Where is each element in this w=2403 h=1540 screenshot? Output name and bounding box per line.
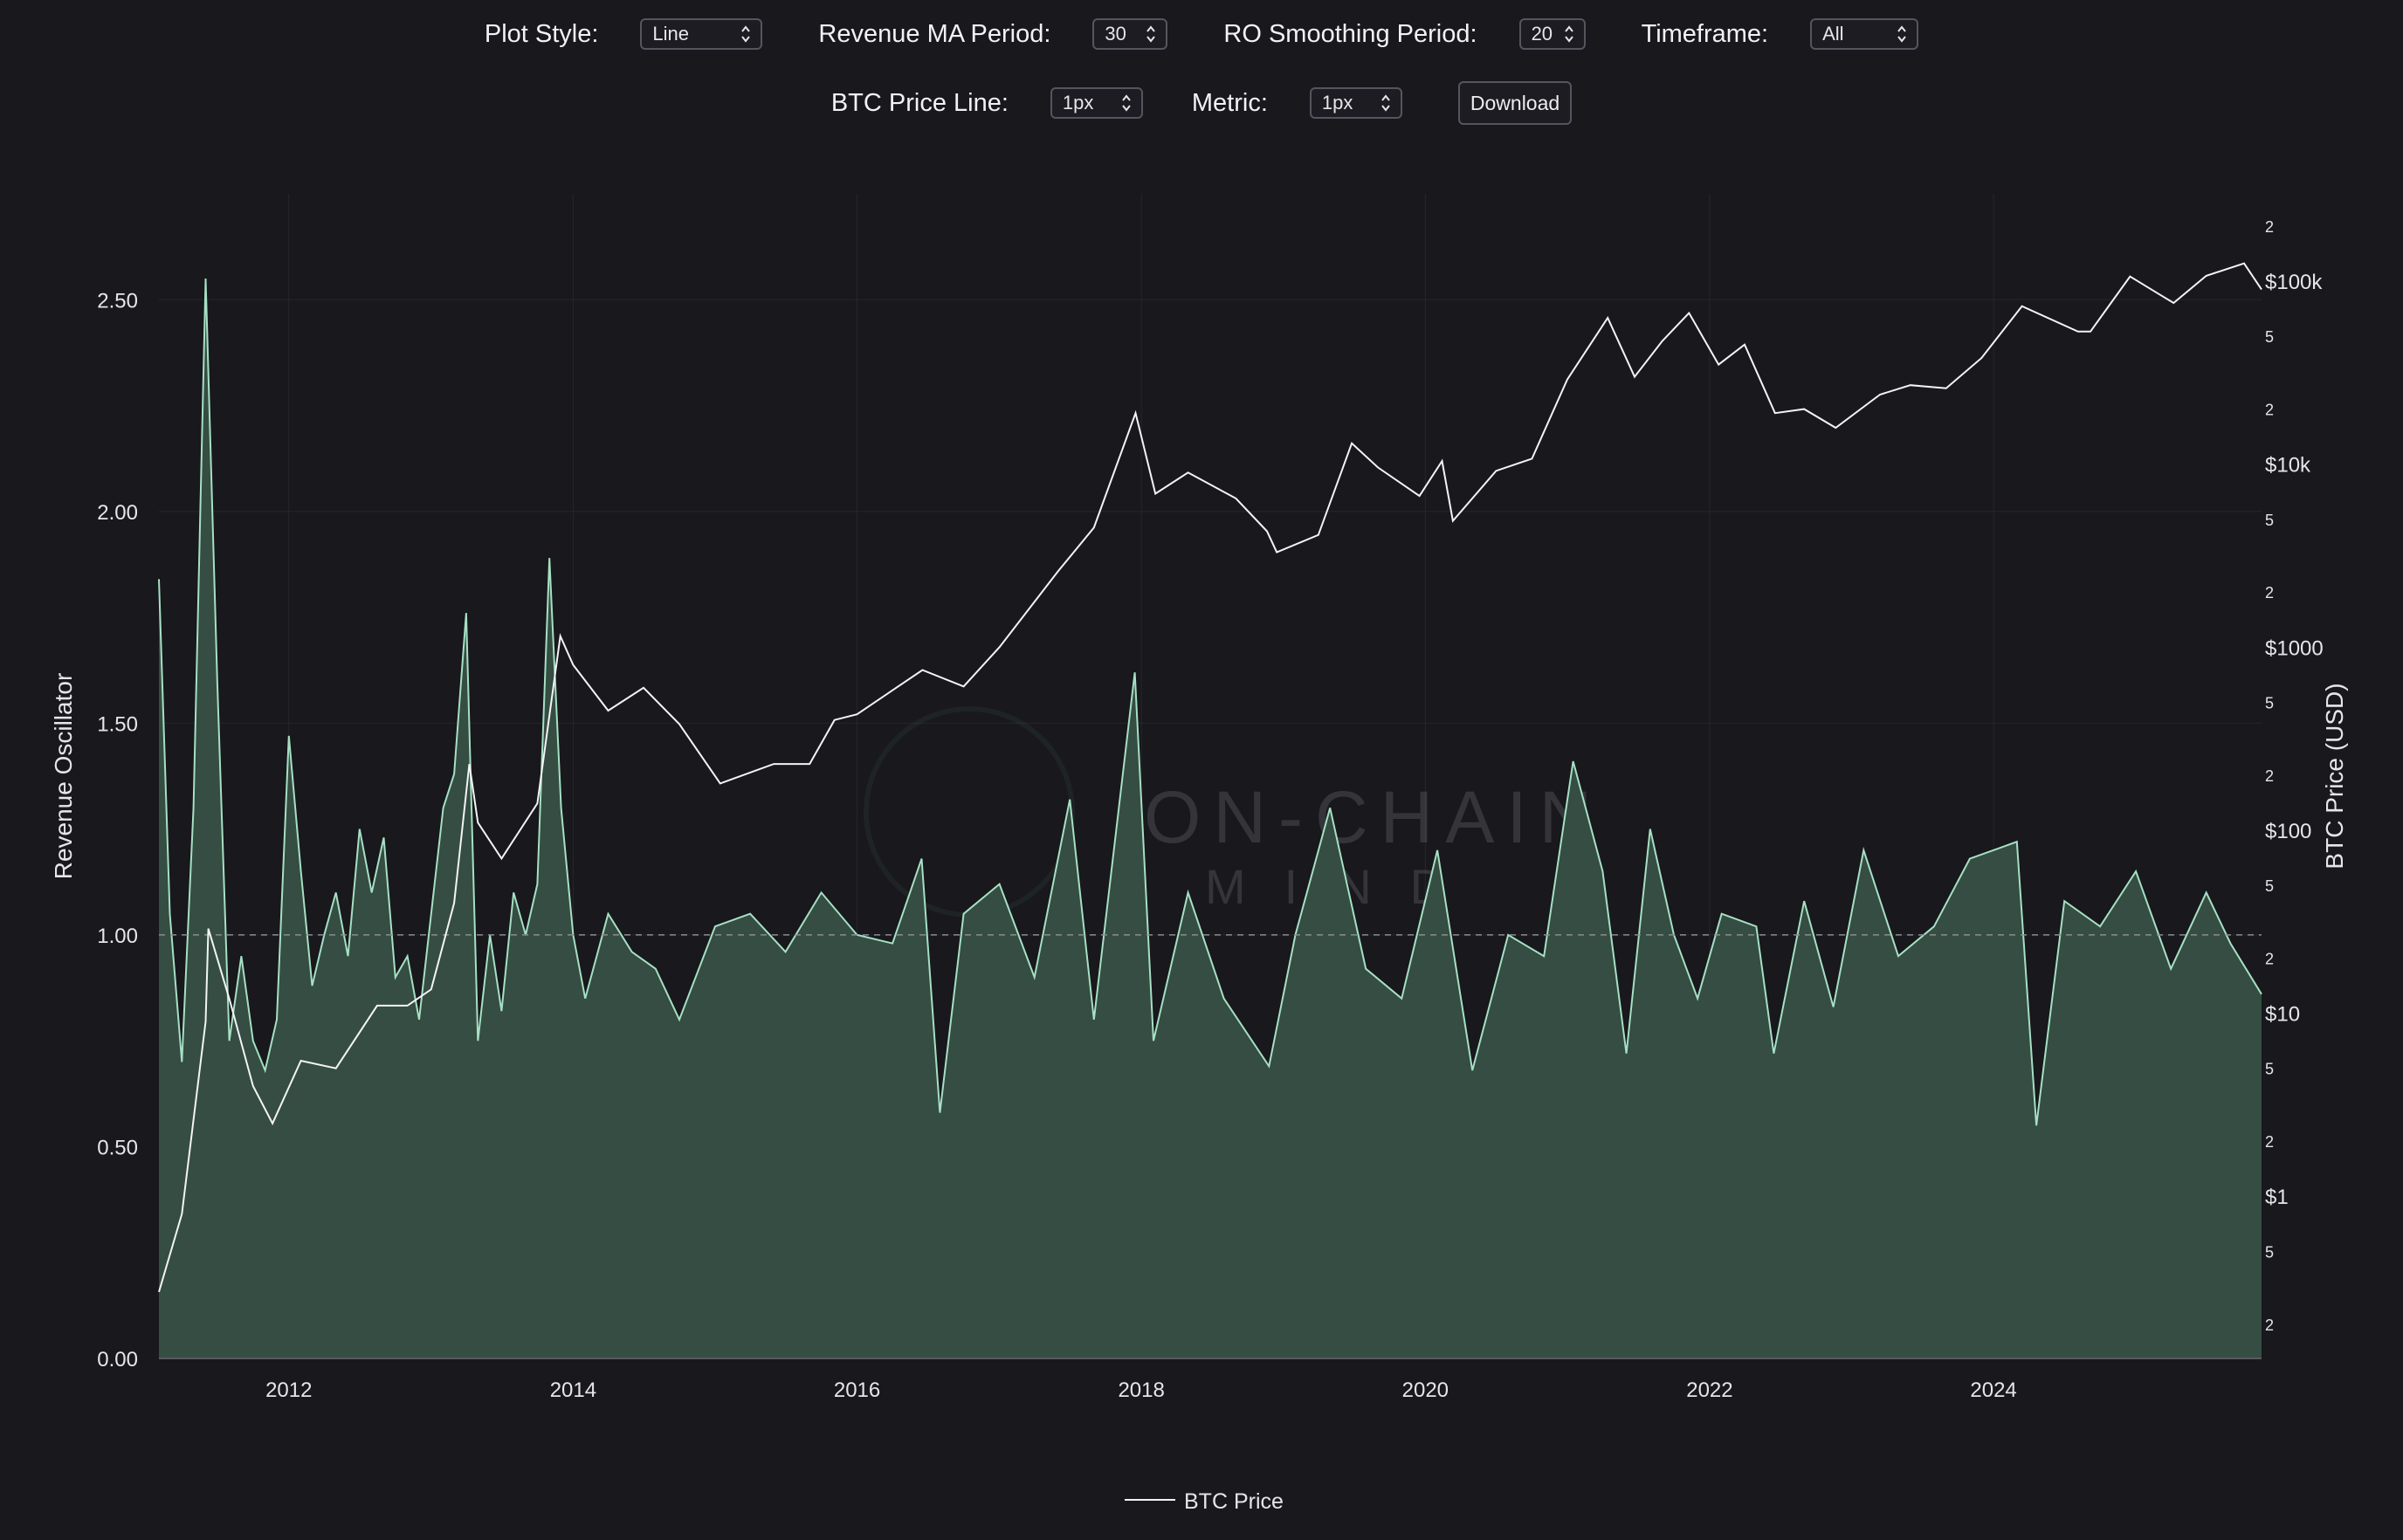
timeframe-select[interactable]: All (1810, 18, 1919, 50)
chevron-up-down-icon (1381, 94, 1390, 112)
y-right-minor-tick-label: 2 (2265, 584, 2274, 602)
y-right-tick-label: $10k (2265, 454, 2311, 478)
axes: 0.00 0.50 1.00 1.50 2.00 2.50 2012 2014 2016 2018… (50, 218, 2348, 1402)
y-right-minor-tick-label: 5 (2265, 328, 2274, 346)
btc-price-line-value: 1px (1062, 92, 1094, 113)
oscillator-area (159, 278, 2262, 1358)
watermark: ON-CHAIN MIND (864, 706, 1604, 918)
download-button[interactable]: Download (1457, 81, 1573, 125)
y-left-tick-label: 1.50 (97, 712, 138, 736)
y-left-tick-label: 0.00 (97, 1348, 138, 1372)
btc-price-line-select[interactable]: 1px (1050, 87, 1143, 119)
chevron-up-down-icon (1122, 94, 1131, 112)
ro-smoothing-period-control: RO Smoothing Period: 20 (1223, 18, 1586, 50)
metric-select[interactable]: 1px (1309, 87, 1402, 119)
x-tick-label: 2012 (265, 1378, 312, 1402)
timeframe-control: Timeframe: All (1642, 18, 1919, 50)
btc-price-series (158, 262, 2262, 1293)
chevron-up-down-icon (1564, 25, 1573, 43)
revenue-ma-period-select[interactable]: 30 (1092, 18, 1168, 50)
revenue-ma-period-label: Revenue MA Period: (818, 19, 1051, 48)
y-right-tick-label: $100k (2265, 271, 2323, 294)
watermark-brain-icon (864, 706, 1075, 918)
btc-price-line-label: BTC Price Line: (830, 88, 1009, 117)
plot-style-select[interactable]: Line (640, 18, 763, 50)
y-right-minor-tick-label: 5 (2265, 512, 2274, 529)
watermark-line1: ON-CHAIN (1144, 776, 1604, 858)
y-left-tick-label: 1.00 (97, 925, 138, 948)
plot-style-label: Plot Style: (484, 19, 599, 48)
x-tick-label: 2016 (834, 1378, 880, 1402)
y-right-axis-title: BTC Price (USD) (2321, 683, 2348, 869)
y-right-minor-tick-label: 5 (2265, 877, 2274, 895)
y-right-minor-tick-label: 2 (2265, 950, 2274, 967)
y-right-minor-tick-label: 5 (2265, 694, 2274, 712)
y-right-minor-tick-label: 2 (2265, 1133, 2274, 1151)
btc-price-line (158, 262, 2262, 1293)
y-right-tick-label: $1000 (2265, 636, 2324, 660)
y-right-minor-tick-label: 5 (2265, 1243, 2274, 1261)
ro-smoothing-period-value: 20 (1531, 23, 1553, 45)
x-tick-label: 2018 (1118, 1378, 1164, 1402)
btc-price-line-control: BTC Price Line: 1px (831, 87, 1143, 119)
y-right-tick-label: $1 (2265, 1186, 2289, 1209)
metric-value: 1px (1321, 92, 1353, 113)
y-right-tick-label: $10 (2265, 1003, 2300, 1027)
timeframe-label: Timeframe: (1641, 19, 1769, 48)
chevron-up-down-icon (1146, 25, 1156, 43)
x-tick-label: 2014 (550, 1378, 596, 1402)
ro-smoothing-period-label: RO Smoothing Period: (1223, 19, 1477, 48)
y-right-tick-label: $100 (2265, 820, 2311, 843)
chevron-up-down-icon (1897, 25, 1906, 43)
plot-style-value: Line (652, 23, 690, 45)
plot-style-control: Plot Style: Line (485, 18, 763, 50)
legend-entry: BTC Price (1184, 1489, 1284, 1514)
revenue-ma-period-control: Revenue MA Period: 30 (818, 18, 1168, 50)
timeframe-value: All (1822, 23, 1844, 45)
legend: BTC Price (1125, 1489, 1284, 1514)
y-right-minor-tick-label: 2 (2265, 1317, 2274, 1334)
x-tick-label: 2022 (1686, 1378, 1732, 1402)
y-right-minor-tick-label: 2 (2265, 767, 2274, 785)
y-left-tick-label: 2.00 (97, 501, 138, 525)
metric-control: Metric: 1px (1192, 87, 1402, 119)
chevron-up-down-icon (741, 25, 751, 43)
y-left-tick-label: 0.50 (97, 1136, 138, 1159)
metric-label: Metric: (1191, 88, 1268, 117)
y-left-tick-label: 2.50 (97, 289, 138, 313)
y-right-minor-tick-label: 2 (2265, 402, 2274, 419)
x-tick-label: 2020 (1402, 1378, 1449, 1402)
x-tick-label: 2024 (1970, 1378, 2016, 1402)
y-right-minor-tick-label: 5 (2265, 1061, 2274, 1078)
y-right-minor-tick-label: 2 (2265, 218, 2274, 236)
revenue-ma-period-value: 30 (1105, 23, 1126, 45)
y-left-axis-title: Revenue Oscillator (50, 673, 77, 880)
ro-smoothing-period-select[interactable]: 20 (1518, 18, 1586, 50)
